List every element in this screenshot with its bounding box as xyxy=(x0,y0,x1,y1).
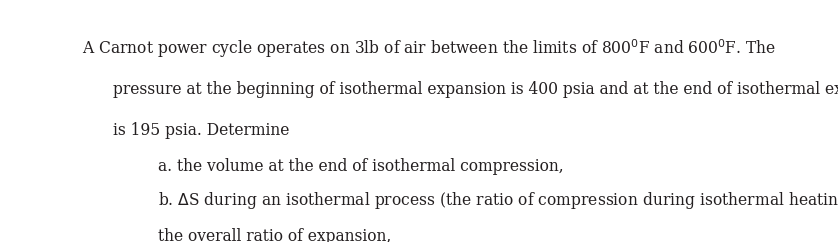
Text: is 195 psia. Determine: is 195 psia. Determine xyxy=(113,122,290,139)
Text: pressure at the beginning of isothermal expansion is 400 psia and at the end of : pressure at the beginning of isothermal … xyxy=(113,81,838,98)
Text: the overall ratio of expansion,: the overall ratio of expansion, xyxy=(158,228,391,242)
Text: a. the volume at the end of isothermal compression,: a. the volume at the end of isothermal c… xyxy=(158,158,564,175)
Text: A Carnot power cycle operates on 3lb of air between the limits of 800$^0$F and 6: A Carnot power cycle operates on 3lb of … xyxy=(82,38,777,60)
Text: b. $\Delta$S during an isothermal process (the ratio of compression during isoth: b. $\Delta$S during an isothermal proces… xyxy=(158,190,838,211)
